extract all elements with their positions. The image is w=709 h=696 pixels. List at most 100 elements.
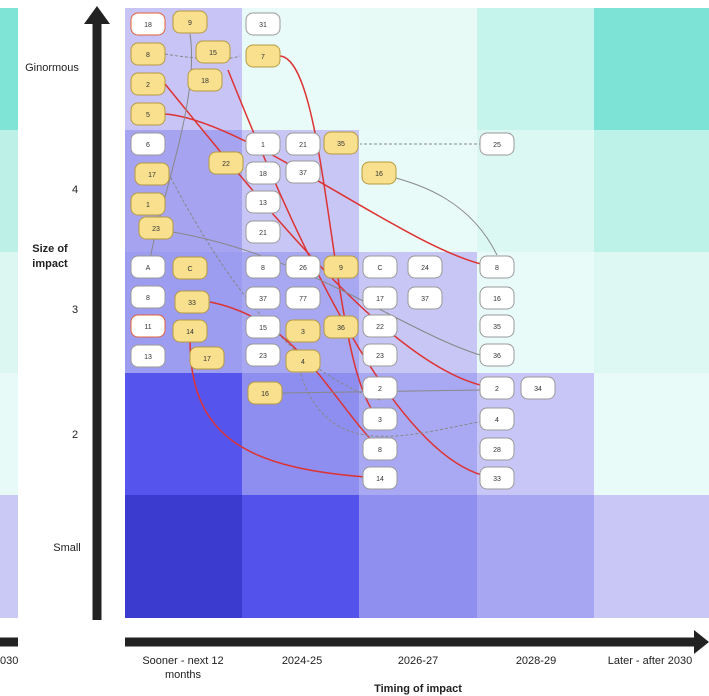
node-box: [479, 437, 515, 461]
node-box: [362, 376, 398, 400]
node-label: 21: [259, 230, 267, 237]
node: 36: [479, 343, 515, 367]
node-label: 37: [259, 296, 267, 303]
node-label: 16: [493, 296, 501, 303]
cell: [594, 8, 709, 130]
x-axis-arrowhead: [694, 630, 709, 654]
arrow: [279, 55, 381, 420]
cell: [125, 495, 242, 618]
x-label: 2028-29: [516, 655, 556, 667]
node-box: [479, 407, 515, 431]
node-label: 15: [209, 50, 217, 57]
grid: [0, 8, 709, 618]
node-label: A: [146, 265, 151, 272]
node-label: 35: [337, 141, 345, 148]
node-box: [362, 255, 398, 279]
node: 25: [479, 132, 515, 156]
node: 16: [479, 286, 515, 310]
node-box: [247, 381, 283, 405]
node-label: 22: [222, 161, 230, 168]
node-box: [323, 315, 359, 339]
node-box: [130, 12, 166, 36]
node: 17: [134, 162, 170, 186]
cell: [594, 252, 709, 373]
node-label: 14: [376, 476, 384, 483]
node-box: [130, 285, 166, 309]
node-box: [362, 286, 398, 310]
node-box: [130, 314, 166, 338]
y-axis-title: Size of impact: [32, 243, 68, 270]
node-label: 3: [378, 417, 382, 424]
arrow: [159, 229, 481, 356]
left-cell: [0, 8, 18, 130]
node-label: 31: [259, 22, 267, 29]
node-label: 1: [261, 142, 265, 149]
node-label: 16: [375, 171, 383, 178]
node-label: 7: [261, 54, 265, 61]
y-label: 4: [72, 184, 78, 196]
node: 4: [479, 407, 515, 431]
node-box: [130, 344, 166, 368]
node: 24: [407, 255, 443, 279]
node: 36: [323, 315, 359, 339]
node: 18: [245, 161, 281, 185]
node-box: [245, 132, 281, 156]
node-label: 15: [259, 325, 267, 332]
node-box: [362, 407, 398, 431]
node: 17: [189, 346, 225, 370]
node-box: [479, 376, 515, 400]
node-box: [245, 161, 281, 185]
node-label: 24: [421, 265, 429, 272]
node: 5: [130, 102, 166, 126]
y-label: Ginormous: [25, 62, 79, 74]
node-box: [138, 216, 174, 240]
node-box: [245, 220, 281, 244]
node-label: 18: [144, 22, 152, 29]
node-label: C: [377, 265, 382, 272]
node-label: 77: [299, 296, 307, 303]
y-label: 2: [72, 429, 78, 441]
left-cell: [0, 373, 18, 495]
node-label: 3: [301, 329, 305, 336]
arrow: [189, 339, 381, 479]
node-label: 23: [376, 353, 384, 360]
node: 14: [172, 319, 208, 343]
node-label: 17: [203, 356, 211, 363]
node-label: 1: [146, 202, 150, 209]
node: 8: [245, 255, 281, 279]
node: 2: [130, 72, 166, 96]
arrow: [299, 371, 498, 437]
node-label: 36: [493, 353, 501, 360]
node-label: 4: [495, 417, 499, 424]
node: 18: [187, 68, 223, 92]
node-label: 9: [188, 20, 192, 27]
node-box: [479, 343, 515, 367]
node-box: [130, 132, 166, 156]
node-box: [323, 255, 359, 279]
node: C: [362, 255, 398, 279]
node-label: 8: [146, 52, 150, 59]
node-label: 13: [259, 200, 267, 207]
node-box: [407, 255, 443, 279]
node-label: 8: [261, 265, 265, 272]
arrow: [395, 177, 498, 256]
node-label: 17: [148, 172, 156, 179]
node-box: [130, 255, 166, 279]
node-box: [130, 102, 166, 126]
node-box: [172, 256, 208, 280]
node: 3: [362, 407, 398, 431]
node-box: [479, 466, 515, 490]
node-box: [362, 466, 398, 490]
cell: [359, 495, 477, 618]
node-box: [245, 315, 281, 339]
node-label: 4: [301, 359, 305, 366]
cell: [242, 495, 359, 618]
node-box: [245, 12, 281, 36]
node: 37: [285, 160, 321, 184]
cell: [594, 130, 709, 252]
node: 16: [361, 161, 397, 185]
node-label: 8: [146, 295, 150, 302]
node-box: [187, 68, 223, 92]
left-label: 030: [0, 655, 18, 667]
node-label: 21: [299, 142, 307, 149]
